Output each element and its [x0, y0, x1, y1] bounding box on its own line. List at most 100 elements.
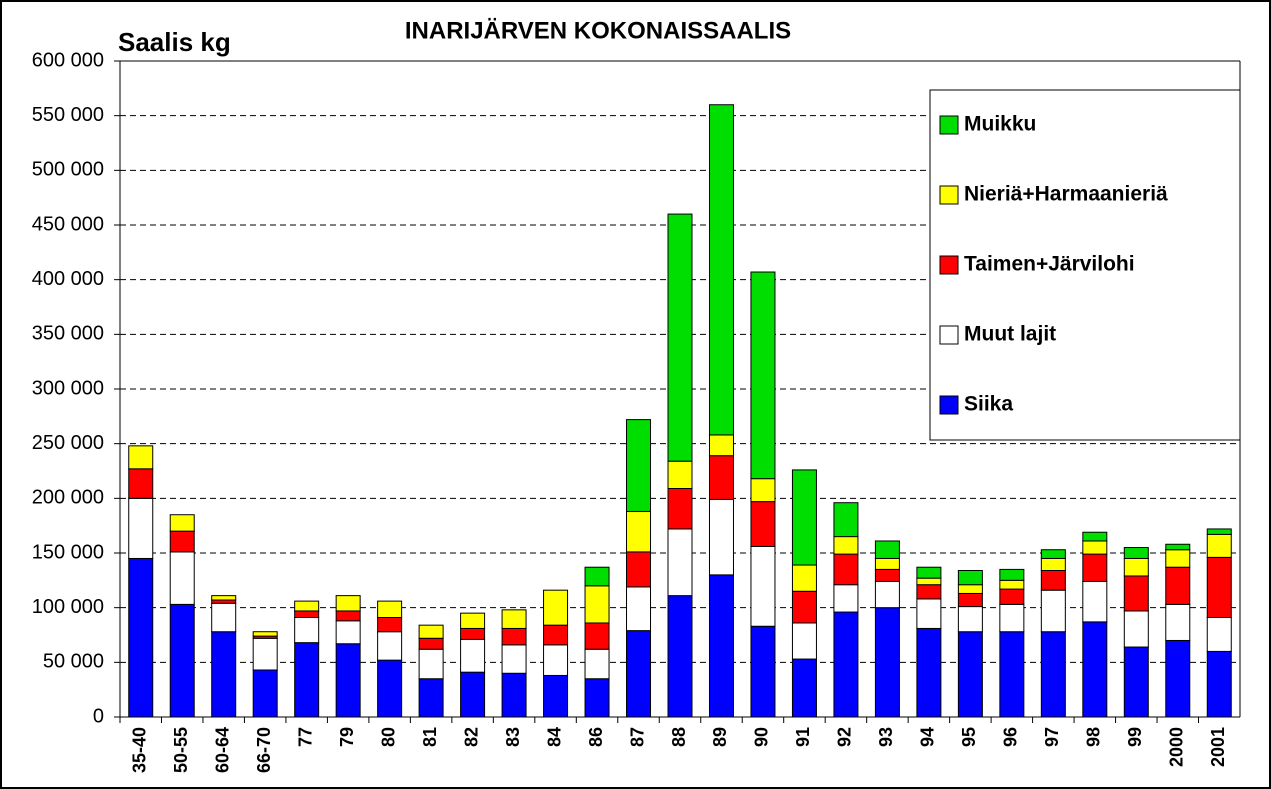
bar-segment	[294, 617, 320, 644]
bar-segment	[916, 627, 942, 718]
bar-segment	[252, 631, 278, 637]
bar-segment	[543, 674, 569, 718]
bar-segment	[874, 607, 900, 718]
bar-segment	[667, 528, 693, 597]
bar-segment	[501, 627, 527, 646]
x-tick-label: 87	[627, 727, 647, 747]
bar-segment	[294, 642, 320, 718]
y-tick-label: 250 000	[32, 432, 104, 454]
bar-segment	[791, 658, 817, 718]
bar-segment	[418, 637, 444, 650]
y-tick-label: 100 000	[32, 596, 104, 618]
bar-segment	[874, 568, 900, 582]
legend-label: Siika	[964, 393, 1013, 416]
bar-segment	[667, 213, 693, 462]
bar-segment	[833, 553, 859, 586]
bar-segment	[750, 271, 776, 480]
bar-segment	[1082, 580, 1108, 623]
y-tick-label: 50 000	[43, 651, 104, 673]
bar-segment	[999, 603, 1025, 633]
bar-segment	[1082, 553, 1108, 582]
bar-segment	[460, 627, 486, 640]
bar-segment	[418, 678, 444, 718]
bar-segment	[543, 644, 569, 676]
bar-segment	[543, 589, 569, 626]
bar-segment	[335, 620, 361, 645]
bar-segment	[418, 648, 444, 680]
x-tick-label: 89	[710, 727, 730, 747]
bar-segment	[708, 434, 734, 457]
bar-segment	[957, 631, 983, 718]
bar-segment	[1165, 639, 1191, 718]
bar-segment	[584, 678, 610, 718]
bar-segment	[501, 644, 527, 674]
bar-segment	[750, 545, 776, 627]
bar-segment	[377, 631, 403, 661]
bar-segment	[1123, 575, 1149, 612]
y-tick-label: 450 000	[32, 213, 104, 235]
legend-label: Muikku	[964, 113, 1036, 136]
bar-segment	[211, 631, 237, 718]
bar-segment	[667, 487, 693, 530]
x-tick-label: 91	[793, 727, 813, 747]
bar-segment	[211, 595, 237, 601]
bar-segment	[1206, 556, 1232, 619]
bar-segment	[584, 648, 610, 680]
x-tick-label: 83	[503, 727, 523, 747]
bar-segment	[1165, 566, 1191, 605]
bar-segment	[626, 510, 652, 553]
x-tick-label: 90	[752, 727, 772, 747]
x-tick-label: 82	[461, 727, 481, 747]
bar-segment	[1040, 557, 1066, 571]
bar-segment	[128, 445, 154, 470]
bar-segment	[833, 584, 859, 613]
y-tick-label: 400 000	[32, 268, 104, 290]
x-tick-label: 79	[337, 727, 357, 747]
bar-segment	[377, 617, 403, 633]
bar-segment	[999, 631, 1025, 718]
bar-segment	[833, 536, 859, 555]
bar-segment	[1040, 569, 1066, 591]
bar-segment	[584, 622, 610, 650]
bar-segment	[1040, 589, 1066, 633]
x-tick-label: 84	[544, 727, 564, 747]
bar-segment	[1123, 547, 1149, 559]
bar-segment	[916, 566, 942, 579]
x-tick-label: 77	[295, 727, 315, 747]
bar-segment	[1082, 540, 1108, 555]
bar-segment	[957, 606, 983, 633]
x-tick-label: 50-55	[171, 727, 191, 773]
bar-segment	[750, 625, 776, 718]
bar-segment	[1123, 610, 1149, 648]
bar-segment	[1206, 617, 1232, 652]
bar-segment	[957, 584, 983, 594]
bar-segment	[460, 612, 486, 629]
legend-swatch	[939, 115, 959, 135]
bar-segment	[377, 600, 403, 619]
bar-segment	[335, 610, 361, 622]
x-tick-label: 95	[959, 727, 979, 747]
x-tick-label: 98	[1084, 727, 1104, 747]
bar-segment	[1165, 543, 1191, 551]
y-tick-label: 150 000	[32, 541, 104, 563]
bar-segment	[1040, 631, 1066, 718]
x-tick-label: 86	[586, 727, 606, 747]
bar-segment	[128, 468, 154, 499]
bar-segment	[916, 598, 942, 629]
bar-segment	[1165, 603, 1191, 641]
legend-swatch	[939, 255, 959, 275]
y-tick-label: 350 000	[32, 323, 104, 345]
x-tick-label: 66-70	[254, 727, 274, 773]
bar-segment	[252, 669, 278, 718]
bar-segment	[874, 540, 900, 559]
y-axis-label: Saalis kg	[118, 27, 231, 57]
bar-segment	[501, 609, 527, 629]
bar-segment	[252, 637, 278, 671]
bar-segment	[791, 590, 817, 624]
y-tick-label: 500 000	[32, 159, 104, 181]
x-tick-label: 96	[1001, 727, 1021, 747]
bar-segment	[708, 498, 734, 576]
bar-segment	[294, 600, 320, 612]
x-tick-label: 92	[835, 727, 855, 747]
